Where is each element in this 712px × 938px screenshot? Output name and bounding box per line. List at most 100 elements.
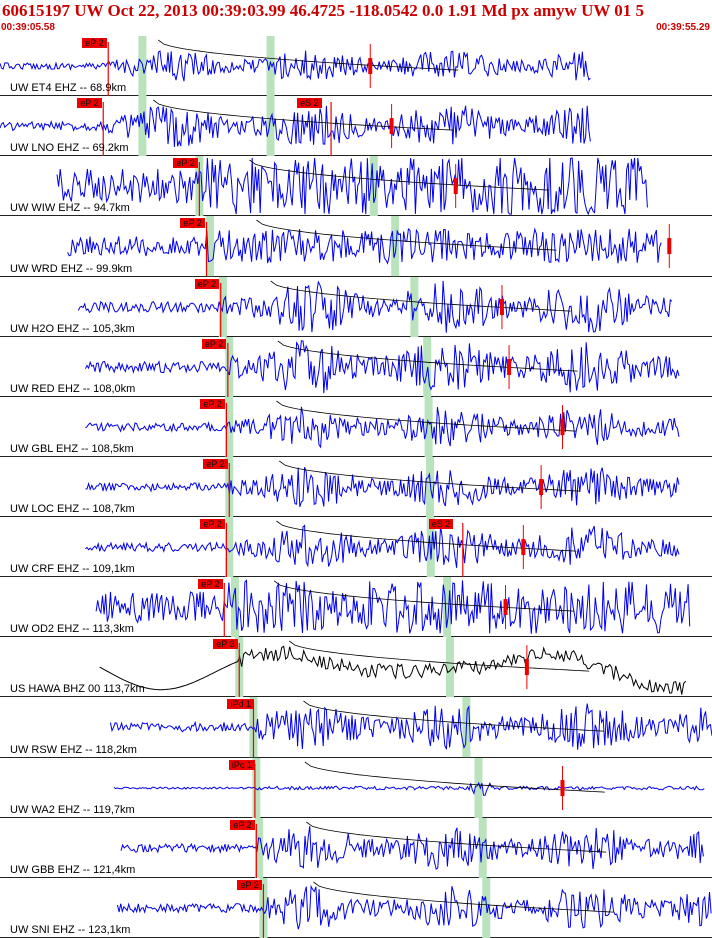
- station-label: UW RSW EHZ -- 118,2km: [10, 743, 137, 756]
- waveform-svg: [77, 276, 673, 337]
- s-window: [445, 637, 454, 698]
- p-pick-label[interactable]: eP 2: [82, 38, 107, 48]
- waveform-svg: [85, 396, 680, 457]
- s-pick-label[interactable]: eS 2: [297, 98, 322, 109]
- p-window: [225, 396, 234, 457]
- end-time: 00:39:55.29: [656, 22, 710, 33]
- moveout-curve: [277, 340, 578, 372]
- waveform-trace: [85, 524, 680, 568]
- waveform-svg: [0, 36, 591, 97]
- p-window: [252, 757, 261, 818]
- p-pick-label[interactable]: eP 2: [203, 458, 228, 469]
- waveform-svg: [84, 336, 680, 397]
- moveout-curve: [274, 580, 575, 612]
- p-pick-label[interactable]: iPd 1: [227, 699, 254, 710]
- trace-row[interactable]: eP 2 UW GBB EHZ -- 121,4km: [0, 817, 712, 878]
- p-pick-label[interactable]: eP 2: [180, 218, 205, 229]
- station-label: UW LNO EHZ -- 69.2km: [10, 142, 129, 155]
- station-label: UW LOC EHZ -- 108,7km: [10, 503, 135, 516]
- coda-marker-box: [560, 779, 565, 796]
- waveform-svg: [67, 216, 672, 277]
- trace-row[interactable]: eP 2 UW WIW EHZ -- 94.7km: [0, 156, 712, 217]
- waveform-trace: [85, 466, 680, 507]
- waveform-svg: [85, 456, 680, 518]
- waveform-trace: [67, 227, 662, 266]
- waveform-trace: [117, 884, 712, 930]
- waveform-trace: [0, 105, 591, 148]
- moveout-curve: [276, 400, 577, 432]
- s-pick-label[interactable]: eS 2: [428, 519, 454, 530]
- trace-row[interactable]: eP 2 UW WRD EHZ -- 99.9km: [0, 216, 712, 277]
- moveout-curve: [288, 641, 590, 672]
- p-pick-label[interactable]: eP 3: [213, 639, 238, 650]
- waveform-svg: [95, 577, 691, 638]
- moveout-curve: [306, 821, 607, 853]
- moveout-curve: [279, 460, 580, 492]
- coda-marker-box: [389, 118, 394, 135]
- p-window: [225, 517, 234, 578]
- station-label: UW H2O EHZ -- 105,3km: [10, 322, 135, 335]
- s-window: [426, 517, 435, 578]
- moveout-curve: [249, 159, 550, 191]
- s-window: [423, 336, 432, 397]
- trace-row[interactable]: eP 3 US HAWA BHZ 00 113,7km: [0, 637, 712, 698]
- waveform-trace: [99, 645, 687, 696]
- waveform-trace: [84, 339, 680, 393]
- trace-row[interactable]: iPc 1 UW WA2 EHZ -- 119,7km: [0, 757, 712, 818]
- p-pick-label[interactable]: eP 2: [237, 879, 262, 890]
- p-pick-label[interactable]: eP 2: [200, 519, 225, 530]
- station-label: UW RED EHZ -- 108,0km: [10, 382, 136, 395]
- s-window: [474, 757, 483, 818]
- station-label: UW SNI EHZ -- 123,1km: [10, 923, 131, 936]
- p-pick-label[interactable]: eP 2: [77, 98, 102, 109]
- trace-row[interactable]: eP 2 eS 2 UW CRF EHZ -- 109,1km: [0, 517, 712, 578]
- station-label: UW WIW EHZ -- 94.7km: [10, 202, 130, 215]
- p-pick-label[interactable]: eP 2: [198, 579, 223, 590]
- waveform-svg: [99, 637, 687, 698]
- moveout-curve: [256, 220, 557, 251]
- s-window: [424, 396, 433, 457]
- p-pick-label[interactable]: iPc 1: [228, 759, 255, 770]
- p-pick-label[interactable]: eP 2: [194, 278, 220, 289]
- station-label: UW CRF EHZ -- 109,1km: [10, 563, 135, 576]
- trace-row[interactable]: eP 2 UW OD2 EHZ -- 113,3km: [0, 577, 712, 638]
- waveform-svg: [117, 877, 712, 938]
- trace-row[interactable]: eP 2 UW GBL EHZ -- 108,5km: [0, 396, 712, 457]
- s-window: [369, 156, 378, 217]
- s-window: [426, 456, 435, 518]
- p-pick-label[interactable]: eP 2: [200, 398, 225, 409]
- moveout-curve: [313, 881, 614, 913]
- s-window: [410, 276, 419, 337]
- p-pick-label[interactable]: eP 2: [201, 338, 227, 349]
- event-header: 60615197 UW Oct 22, 2013 00:39:03.99 46.…: [0, 0, 712, 36]
- moveout-curve: [304, 761, 605, 793]
- seismogram-panel: eP 2 UW ET4 EHZ -- 68.9km eP 2 eS 2 UW LNO E…: [0, 36, 712, 938]
- coda-marker-box: [499, 298, 504, 315]
- trace-row[interactable]: eP 2 eS 2 UW LNO EHZ -- 69.2km: [0, 96, 712, 157]
- moveout-curve: [303, 701, 604, 732]
- waveform-svg: [56, 156, 648, 217]
- coda-marker-box: [667, 238, 672, 255]
- p-pick-label[interactable]: eP 2: [173, 158, 198, 169]
- moveout-curve: [276, 520, 577, 552]
- waveform-svg: [113, 757, 705, 818]
- moveout-curve: [157, 39, 459, 71]
- coda-marker-box: [503, 599, 508, 616]
- station-label: UW GBB EHZ -- 121,4km: [10, 863, 136, 876]
- p-window: [138, 96, 147, 157]
- coda-marker-box: [507, 358, 512, 375]
- s-window: [266, 36, 275, 97]
- station-label: UW ET4 EHZ -- 68.9km: [10, 82, 127, 95]
- s-window: [443, 577, 452, 638]
- waveform-trace: [77, 279, 673, 333]
- trace-row[interactable]: eP 2 UW LOC EHZ -- 108,7km: [0, 456, 712, 518]
- p-pick-label[interactable]: eP 2: [230, 819, 255, 830]
- trace-row[interactable]: eP 2 UW ET4 EHZ -- 68.9km: [0, 36, 712, 97]
- trace-row[interactable]: eP 2 UW SNI EHZ -- 123,1km: [0, 877, 712, 938]
- waveform-svg: [0, 96, 591, 157]
- trace-row[interactable]: eP 2 UW H2O EHZ -- 105,3km: [0, 276, 712, 337]
- trace-row[interactable]: iPd 1 UW RSW EHZ -- 118,2km: [0, 697, 712, 758]
- p-window: [255, 817, 264, 878]
- trace-row[interactable]: eP 2 UW RED EHZ -- 108,0km: [0, 336, 712, 397]
- coda-marker-box: [560, 418, 565, 435]
